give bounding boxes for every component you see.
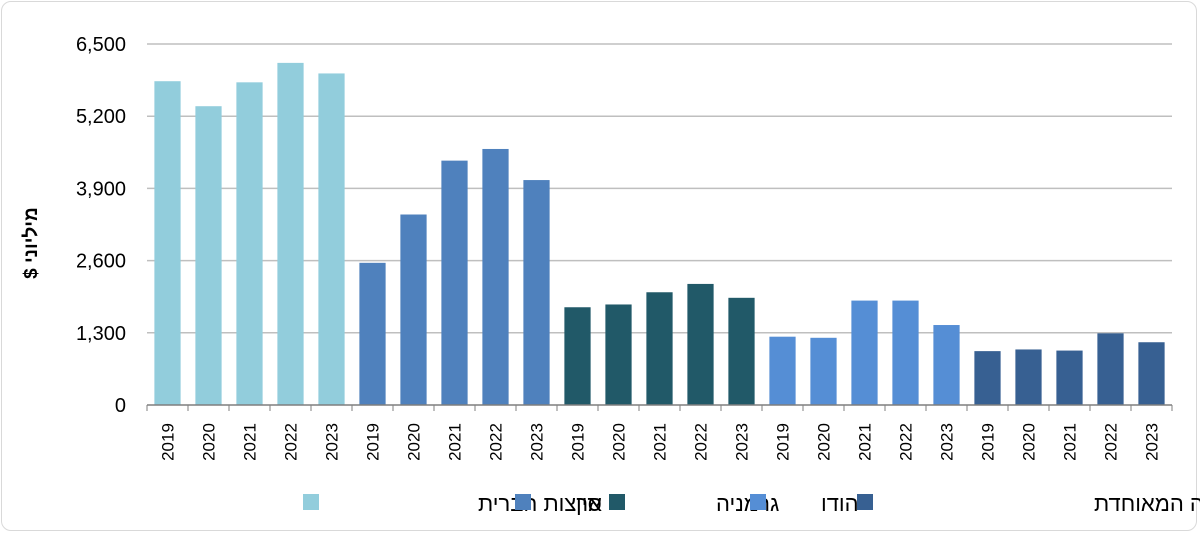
x-tick-label: 2020 bbox=[1020, 423, 1039, 461]
y-tick-label: 5,200 bbox=[76, 106, 126, 128]
bar bbox=[810, 337, 837, 405]
bar bbox=[646, 292, 673, 405]
x-tick-label: 2023 bbox=[1143, 423, 1162, 461]
y-tick-label: 2,600 bbox=[76, 251, 126, 273]
y-tick-labels: 0 1,300 2,600 3,900 5,200 6,500 bbox=[76, 34, 126, 417]
x-tick-label: 2021 bbox=[651, 423, 670, 461]
y-tick-label: 3,900 bbox=[76, 178, 126, 200]
gridlines bbox=[147, 43, 1172, 334]
x-tick-label: 2020 bbox=[200, 423, 219, 461]
bar bbox=[318, 73, 345, 405]
x-tick-labels: 2019 2020 2021 2022 2023 2019 2020 2021 2022 2023… bbox=[159, 423, 1162, 461]
x-tick-label: 2022 bbox=[692, 423, 711, 461]
bar bbox=[482, 148, 509, 405]
x-tick-label: 2020 bbox=[405, 423, 424, 461]
y-tick-label: 1,300 bbox=[76, 323, 126, 345]
bar bbox=[1056, 350, 1083, 405]
legend-swatch bbox=[609, 494, 625, 510]
x-tick-label: 2020 bbox=[610, 423, 629, 461]
bar bbox=[236, 82, 263, 406]
x-tick-label: 2022 bbox=[282, 423, 301, 461]
bar bbox=[605, 304, 632, 405]
bar bbox=[523, 180, 550, 405]
x-tick-label: 2023 bbox=[528, 423, 547, 461]
bar bbox=[974, 351, 1001, 405]
x-tick-label: 2023 bbox=[323, 423, 342, 461]
x-tick-label: 2021 bbox=[856, 423, 875, 461]
bar bbox=[154, 81, 181, 406]
x-tick-label: 2021 bbox=[241, 423, 260, 461]
x-tick-label: 2019 bbox=[979, 423, 998, 461]
bar bbox=[851, 300, 878, 405]
y-axis-label: מיליוני $ bbox=[21, 207, 42, 279]
x-tick-label: 2020 bbox=[815, 423, 834, 461]
x-tick-label: 2022 bbox=[1102, 423, 1121, 461]
legend-swatch bbox=[303, 494, 319, 510]
bar bbox=[892, 300, 919, 405]
legend-swatch bbox=[515, 494, 531, 510]
bar bbox=[687, 283, 714, 405]
bar bbox=[728, 297, 755, 405]
x-tick-label: 2022 bbox=[487, 423, 506, 461]
bar bbox=[400, 214, 427, 405]
legend-label: גרמניה bbox=[716, 491, 779, 516]
x-tick-label: 2019 bbox=[774, 423, 793, 461]
bar bbox=[564, 307, 591, 405]
y-tick-label: 0 bbox=[115, 395, 126, 417]
legend-label: הממלכה המאוחדת bbox=[1094, 491, 1200, 516]
bar bbox=[277, 62, 304, 405]
bar bbox=[769, 336, 796, 405]
legend-label: ארצות הברית bbox=[478, 491, 602, 516]
bars bbox=[154, 62, 1165, 406]
x-tick-label: 2022 bbox=[897, 423, 916, 461]
legend-label: הודו bbox=[821, 491, 859, 516]
x-tick-label: 2019 bbox=[159, 423, 178, 461]
bar bbox=[441, 160, 468, 405]
x-tick-label: 2023 bbox=[733, 423, 752, 461]
bar bbox=[195, 106, 222, 406]
x-tick-label: 2021 bbox=[1061, 423, 1080, 461]
bar bbox=[1138, 342, 1165, 405]
legend-label: סין bbox=[576, 491, 602, 516]
bar bbox=[933, 325, 960, 405]
x-tick-label: 2019 bbox=[569, 423, 588, 461]
legend-swatch bbox=[857, 494, 873, 510]
bar bbox=[359, 262, 386, 405]
x-tick-label: 2021 bbox=[446, 423, 465, 461]
x-tick-label: 2019 bbox=[364, 423, 383, 461]
y-tick-label: 6,500 bbox=[76, 34, 126, 56]
bar bbox=[1097, 333, 1124, 405]
axes bbox=[146, 404, 1173, 411]
legend-swatch bbox=[750, 494, 766, 510]
bar bbox=[1015, 349, 1042, 405]
x-tick-label: 2023 bbox=[938, 423, 957, 461]
